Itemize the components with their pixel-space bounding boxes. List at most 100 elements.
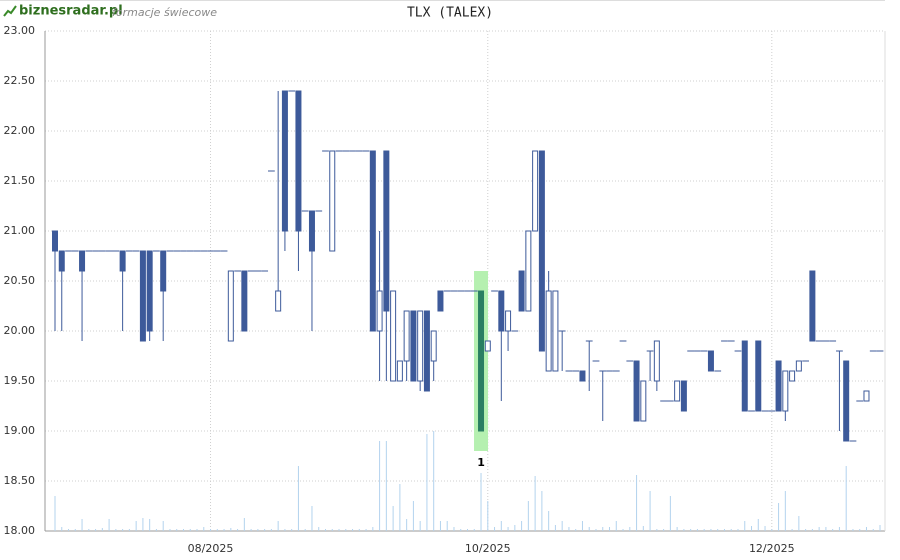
volume-bar bbox=[149, 519, 151, 531]
volume-bar bbox=[324, 529, 326, 531]
y-tick-label: 18.50 bbox=[4, 474, 36, 487]
section-label: formacje świecowe bbox=[112, 6, 217, 19]
volume-bar bbox=[764, 526, 766, 531]
volume-bar bbox=[433, 431, 435, 531]
volume-bar bbox=[101, 528, 103, 531]
volume-bar bbox=[838, 527, 840, 531]
chart-title: TLX (TALEX) bbox=[407, 6, 493, 21]
logo-icon bbox=[3, 5, 17, 17]
volume-bar bbox=[663, 529, 665, 531]
y-tick-label: 19.50 bbox=[4, 374, 36, 387]
volume-bar bbox=[778, 503, 780, 531]
volume-bar bbox=[865, 527, 867, 531]
volume-bar bbox=[392, 506, 394, 531]
volume-bar bbox=[95, 529, 97, 531]
volume-bar bbox=[568, 527, 570, 531]
volume-bar bbox=[811, 529, 813, 531]
candle-body bbox=[498, 290, 505, 332]
volume-bar bbox=[439, 521, 441, 531]
candle-body bbox=[525, 230, 532, 312]
volume-bar bbox=[223, 529, 225, 531]
volume-bar bbox=[494, 527, 496, 531]
volume-bar bbox=[487, 501, 489, 531]
volume-bar bbox=[751, 526, 753, 531]
volume-bar bbox=[534, 476, 536, 531]
candle-body bbox=[653, 340, 660, 382]
volume-bar bbox=[500, 521, 502, 531]
volume-bar bbox=[304, 529, 306, 531]
volume-bar bbox=[250, 529, 252, 531]
volume-bar bbox=[784, 491, 786, 531]
volume-bar bbox=[541, 491, 543, 531]
volume-bar bbox=[825, 527, 827, 531]
candle-body bbox=[809, 270, 816, 342]
volume-bar bbox=[352, 529, 354, 531]
volume-bar bbox=[297, 466, 299, 531]
candle-body bbox=[139, 250, 146, 342]
volume-bar bbox=[467, 529, 468, 531]
x-tick-label: 08/2025 bbox=[188, 542, 234, 555]
volume-bar bbox=[622, 529, 624, 531]
y-tick-label: 22.50 bbox=[4, 74, 36, 87]
volume-bar bbox=[453, 527, 455, 531]
volume-bar bbox=[852, 529, 854, 531]
volume-bar bbox=[196, 529, 198, 531]
volume-bar bbox=[581, 521, 583, 531]
candle-body bbox=[423, 310, 430, 392]
volume-bar bbox=[521, 521, 523, 531]
volume-bar bbox=[872, 529, 874, 531]
candle-body bbox=[119, 250, 126, 272]
candle-body bbox=[241, 270, 248, 332]
volume-bar bbox=[818, 527, 820, 531]
candle-body bbox=[579, 370, 586, 382]
volume-bar bbox=[845, 466, 847, 531]
volume-bar bbox=[460, 529, 462, 531]
volume-bar bbox=[554, 525, 556, 531]
candle-body bbox=[58, 250, 65, 272]
candle-body bbox=[437, 290, 444, 312]
volume-bar bbox=[615, 521, 617, 531]
candle-body bbox=[795, 360, 802, 372]
volume-bar bbox=[629, 527, 631, 531]
y-tick-label: 20.50 bbox=[4, 274, 36, 287]
volume-bar bbox=[588, 527, 590, 531]
volume-bar bbox=[717, 529, 719, 531]
volume-bar bbox=[54, 496, 56, 531]
y-tick-label: 21.00 bbox=[4, 224, 36, 237]
y-tick-label: 19.00 bbox=[4, 424, 36, 437]
volume-bar bbox=[230, 528, 232, 531]
volume-bar bbox=[473, 529, 475, 531]
candle-body bbox=[227, 270, 234, 342]
volume-bar bbox=[216, 529, 218, 531]
volume-bar bbox=[189, 529, 191, 531]
volume-bar bbox=[730, 529, 732, 531]
candle-body bbox=[775, 360, 782, 412]
volume-bar bbox=[338, 529, 340, 531]
volume-bar bbox=[575, 529, 577, 531]
candle-body bbox=[417, 310, 424, 382]
volume-bar bbox=[406, 519, 408, 531]
candle-body bbox=[410, 310, 417, 382]
volume-bar bbox=[669, 496, 671, 531]
volume-bar bbox=[446, 521, 448, 531]
volume-bar bbox=[88, 529, 90, 531]
candle-body bbox=[863, 390, 870, 402]
volume-bar bbox=[636, 475, 638, 531]
y-tick-label: 22.00 bbox=[4, 124, 36, 137]
volume-bar bbox=[642, 526, 644, 531]
y-tick-label: 21.50 bbox=[4, 174, 36, 187]
volume-bar bbox=[412, 501, 414, 531]
volume-bar bbox=[426, 434, 428, 531]
x-tick-label: 12/2025 bbox=[749, 542, 795, 555]
candle-body bbox=[369, 150, 376, 332]
volume-bar bbox=[480, 473, 482, 531]
y-tick-label: 20.00 bbox=[4, 324, 36, 337]
volume-bar bbox=[744, 521, 746, 531]
x-tick-label: 10/2025 bbox=[465, 542, 511, 555]
candle-body bbox=[275, 290, 282, 312]
volume-bar bbox=[365, 529, 367, 531]
volume-bar bbox=[345, 529, 347, 531]
volume-bar bbox=[372, 527, 374, 531]
